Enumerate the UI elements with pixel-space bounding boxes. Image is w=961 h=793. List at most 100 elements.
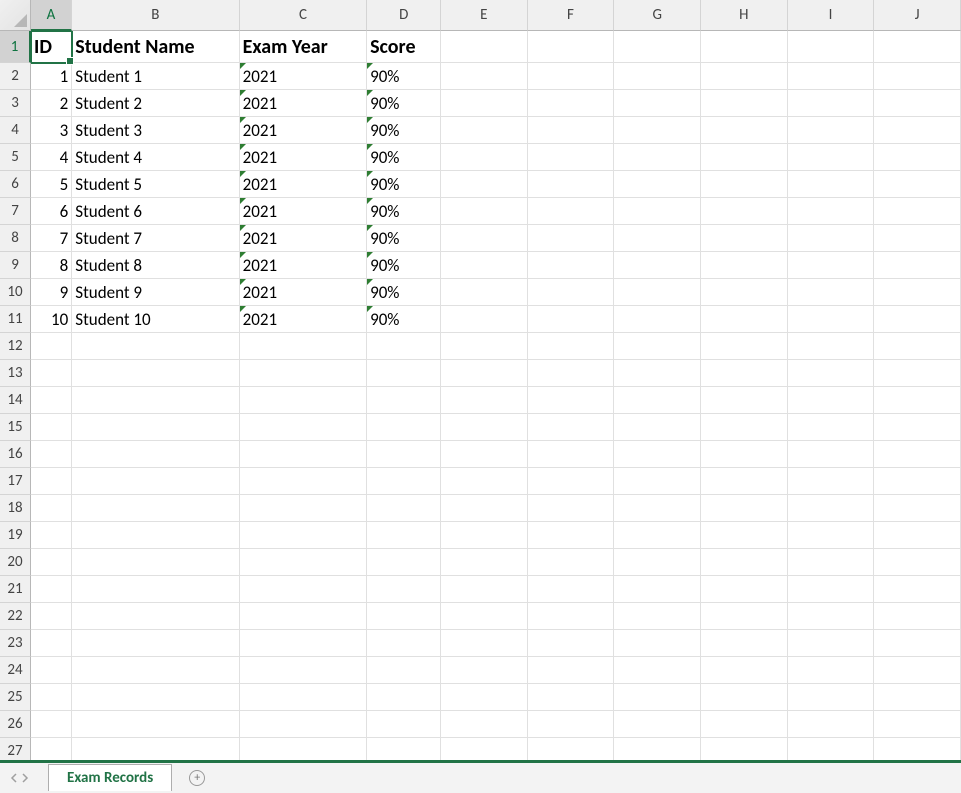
column-header-G[interactable]: G (614, 0, 701, 31)
cell-H10[interactable] (701, 279, 788, 306)
cell-C18[interactable] (240, 495, 367, 522)
cell-I27[interactable] (788, 738, 875, 760)
cell-F27[interactable] (528, 738, 615, 760)
cell-J16[interactable] (874, 441, 961, 468)
column-header-I[interactable]: I (788, 0, 875, 31)
cell-J17[interactable] (874, 468, 961, 495)
cell-E19[interactable] (441, 522, 528, 549)
cell-H12[interactable] (701, 333, 788, 360)
cell-B17[interactable] (72, 468, 239, 495)
cell-C16[interactable] (240, 441, 367, 468)
cell-G15[interactable] (614, 414, 701, 441)
cell-E9[interactable] (441, 252, 528, 279)
cell-J14[interactable] (874, 387, 961, 414)
sheet-nav-prev-icon[interactable] (8, 772, 18, 785)
column-header-D[interactable]: D (367, 0, 441, 31)
cell-I5[interactable] (788, 144, 875, 171)
cell-C22[interactable] (240, 603, 367, 630)
cell-E2[interactable] (441, 63, 528, 90)
cell-E14[interactable] (441, 387, 528, 414)
cell-I11[interactable] (788, 306, 875, 333)
cell-I23[interactable] (788, 630, 875, 657)
cell-C27[interactable] (240, 738, 367, 760)
cell-B5[interactable]: Student 4 (72, 144, 239, 171)
column-header-J[interactable]: J (874, 0, 961, 31)
cell-I15[interactable] (788, 414, 875, 441)
cell-A7[interactable]: 6 (31, 198, 72, 225)
cell-A17[interactable] (31, 468, 72, 495)
cell-H23[interactable] (701, 630, 788, 657)
cell-I12[interactable] (788, 333, 875, 360)
cell-D9[interactable]: 90% (367, 252, 441, 279)
cell-F23[interactable] (528, 630, 615, 657)
row-header-6[interactable]: 6 (0, 171, 31, 198)
cell-J6[interactable] (874, 171, 961, 198)
cell-B20[interactable] (72, 549, 239, 576)
row-header-25[interactable]: 25 (0, 684, 31, 711)
cell-E16[interactable] (441, 441, 528, 468)
cell-B18[interactable] (72, 495, 239, 522)
cell-I16[interactable] (788, 441, 875, 468)
sheet-nav-next-icon[interactable] (20, 772, 30, 785)
cell-F11[interactable] (528, 306, 615, 333)
cell-C9[interactable]: 2021 (240, 252, 367, 279)
cell-J7[interactable] (874, 198, 961, 225)
cell-G27[interactable] (614, 738, 701, 760)
cell-B11[interactable]: Student 10 (72, 306, 239, 333)
cell-A10[interactable]: 9 (31, 279, 72, 306)
column-header-E[interactable]: E (441, 0, 528, 31)
cell-D5[interactable]: 90% (367, 144, 441, 171)
cell-C4[interactable]: 2021 (240, 117, 367, 144)
cell-D22[interactable] (367, 603, 441, 630)
cell-H27[interactable] (701, 738, 788, 760)
cell-C1[interactable]: Exam Year (240, 31, 367, 63)
cell-area[interactable]: IDStudent NameExam YearScore1Student 120… (31, 31, 961, 760)
cell-G12[interactable] (614, 333, 701, 360)
cell-B14[interactable] (72, 387, 239, 414)
cell-J2[interactable] (874, 63, 961, 90)
cell-I19[interactable] (788, 522, 875, 549)
cell-H24[interactable] (701, 657, 788, 684)
cell-E12[interactable] (441, 333, 528, 360)
cell-C15[interactable] (240, 414, 367, 441)
row-header-21[interactable]: 21 (0, 576, 31, 603)
cell-H19[interactable] (701, 522, 788, 549)
cell-C10[interactable]: 2021 (240, 279, 367, 306)
cell-G10[interactable] (614, 279, 701, 306)
cell-G24[interactable] (614, 657, 701, 684)
cell-J18[interactable] (874, 495, 961, 522)
cell-E21[interactable] (441, 576, 528, 603)
cell-I21[interactable] (788, 576, 875, 603)
cell-J19[interactable] (874, 522, 961, 549)
cell-J20[interactable] (874, 549, 961, 576)
cell-C13[interactable] (240, 360, 367, 387)
cell-A8[interactable]: 7 (31, 225, 72, 252)
cell-F21[interactable] (528, 576, 615, 603)
cell-B27[interactable] (72, 738, 239, 760)
cell-E17[interactable] (441, 468, 528, 495)
cell-F1[interactable] (528, 31, 615, 63)
cell-A5[interactable]: 4 (31, 144, 72, 171)
cell-I18[interactable] (788, 495, 875, 522)
cell-G3[interactable] (614, 90, 701, 117)
cell-A23[interactable] (31, 630, 72, 657)
cell-D23[interactable] (367, 630, 441, 657)
cell-J24[interactable] (874, 657, 961, 684)
cell-A15[interactable] (31, 414, 72, 441)
cell-D4[interactable]: 90% (367, 117, 441, 144)
cell-B10[interactable]: Student 9 (72, 279, 239, 306)
cell-C7[interactable]: 2021 (240, 198, 367, 225)
cell-B1[interactable]: Student Name (72, 31, 239, 63)
cell-A19[interactable] (31, 522, 72, 549)
cell-E1[interactable] (441, 31, 528, 63)
select-all-corner[interactable] (0, 0, 31, 31)
cell-H26[interactable] (701, 711, 788, 738)
cell-J26[interactable] (874, 711, 961, 738)
cell-J10[interactable] (874, 279, 961, 306)
cell-A6[interactable]: 5 (31, 171, 72, 198)
cell-H21[interactable] (701, 576, 788, 603)
cell-E27[interactable] (441, 738, 528, 760)
cell-G2[interactable] (614, 63, 701, 90)
cell-D6[interactable]: 90% (367, 171, 441, 198)
cell-G6[interactable] (614, 171, 701, 198)
